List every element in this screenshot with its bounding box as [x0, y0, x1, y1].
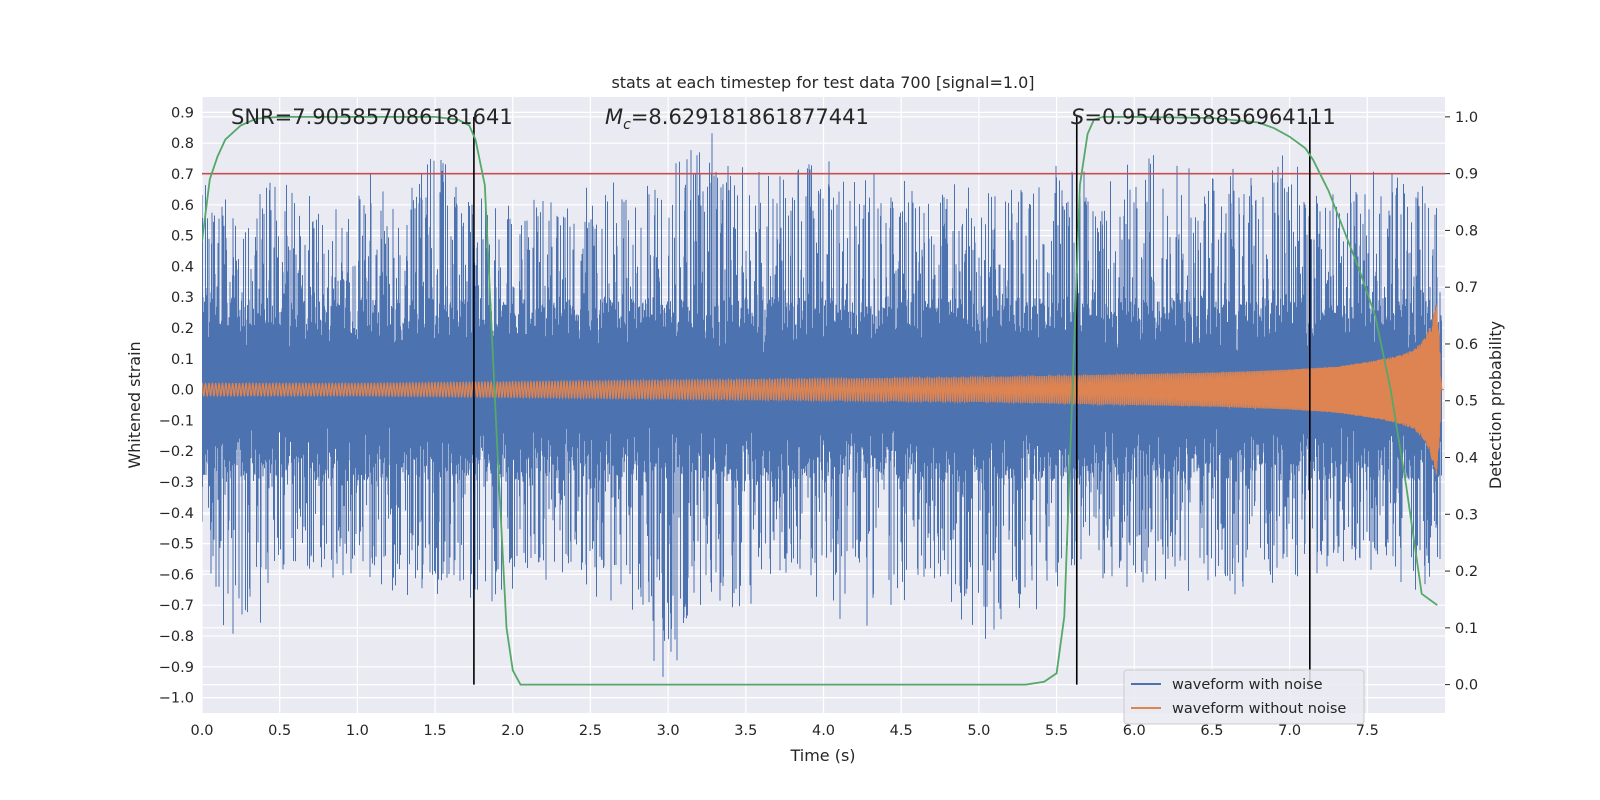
- x-tick-label: 2.5: [579, 723, 602, 739]
- y-axis-label-right: Detection probability: [1486, 321, 1505, 489]
- clean-waveform: [202, 305, 1445, 475]
- y-tick-label-left: −0.9: [159, 660, 194, 676]
- y-ticks-right: 0.0 0.1 0.2 0.3 0.4 0.5 0.6 0.7 0.8 0.9 1.0: [1445, 110, 1478, 694]
- score-symbol: S: [1071, 105, 1084, 129]
- chirp-mass-subscript: c: [623, 117, 631, 133]
- x-tick-label: 7.0: [1278, 723, 1301, 739]
- y-tick-label-left: −0.8: [159, 629, 194, 645]
- legend: waveform with noise waveform without noi…: [1123, 669, 1365, 725]
- y-tick-label-left: 0.8: [171, 136, 194, 152]
- probability-curve: [202, 116, 1438, 686]
- clean-waveform-trace: [202, 305, 1445, 475]
- x-tick-label: 1.0: [346, 723, 369, 739]
- x-tick-label: 3.5: [734, 723, 757, 739]
- y-tick-label-right: 0.1: [1455, 621, 1478, 637]
- x-axis-label: Time (s): [789, 746, 855, 765]
- y-tick-label-right: 0.8: [1455, 223, 1478, 239]
- legend-box: [1123, 669, 1365, 725]
- y-tick-label-right: 0.2: [1455, 564, 1478, 580]
- y-tick-label-left: 0.0: [171, 383, 194, 399]
- y-tick-label-left: −0.3: [159, 475, 194, 491]
- x-tick-label: 3.0: [657, 723, 680, 739]
- y-tick-label-left: −0.7: [159, 598, 194, 614]
- y-tick-label-right: 0.0: [1455, 678, 1478, 694]
- legend-label-clean: waveform without noise: [1172, 701, 1346, 717]
- chirp-mass-annotation: Mc=8.629181861877441: [605, 105, 869, 133]
- y-tick-label-left: −0.4: [159, 506, 194, 522]
- y-tick-label-left: 0.5: [171, 229, 194, 245]
- probability-curve-line: [202, 116, 1438, 686]
- score-value: =0.9546558856964111: [1084, 105, 1335, 129]
- y-ticks-left: −1.0 −0.9 −0.8 −0.7 −0.6 −0.5 −0.4 −0.3 −0.2 −0.1…: [159, 105, 194, 706]
- x-tick-label: 4.5: [890, 723, 913, 739]
- y-tick-label-right: 0.9: [1455, 167, 1478, 183]
- y-tick-label-left: 0.9: [171, 105, 194, 121]
- y-tick-label-left: 0.4: [171, 259, 194, 275]
- y-tick-label-left: −0.5: [159, 537, 194, 553]
- y-tick-label-left: 0.6: [171, 198, 194, 214]
- score-annotation: S=0.9546558856964111: [1071, 105, 1336, 129]
- y-tick-label-left: −1.0: [159, 691, 194, 707]
- x-tick-label: 7.5: [1356, 723, 1379, 739]
- y-tick-label-right: 0.3: [1455, 507, 1478, 523]
- vertical-markers: [473, 116, 1311, 685]
- y-tick-label-right: 0.4: [1455, 451, 1478, 467]
- chart-title: stats at each timestep for test data 700…: [611, 73, 1034, 92]
- y-tick-label-left: 0.2: [171, 321, 194, 337]
- y-tick-label-left: −0.1: [159, 413, 194, 429]
- y-tick-label-right: 1.0: [1455, 110, 1478, 126]
- y-tick-label-left: −0.2: [159, 444, 194, 460]
- chirp-mass-symbol: M: [605, 105, 623, 129]
- x-tick-label: 1.5: [424, 723, 447, 739]
- x-tick-label: 6.0: [1123, 723, 1146, 739]
- y-tick-label-right: 0.6: [1455, 337, 1478, 353]
- y-tick-label-left: 0.3: [171, 290, 194, 306]
- x-tick-label: 0.5: [268, 723, 291, 739]
- y-tick-label-left: −0.6: [159, 567, 194, 583]
- chirp-mass-value: =8.629181861877441: [631, 105, 869, 129]
- x-tick-label: 5.5: [1045, 723, 1068, 739]
- x-tick-label: 4.0: [812, 723, 835, 739]
- legend-label-noise: waveform with noise: [1172, 677, 1323, 693]
- y-axis-label-left: Whitened strain: [125, 341, 144, 468]
- x-tick-label: 0.0: [190, 723, 213, 739]
- x-tick-label: 5.0: [967, 723, 990, 739]
- x-tick-label: 6.5: [1200, 723, 1223, 739]
- y-tick-label-left: 0.1: [171, 352, 194, 368]
- y-tick-label-right: 0.5: [1455, 394, 1478, 410]
- x-ticks: 0.0 0.5 1.0 1.5 2.0 2.5 3.0 3.5 4.0 4.5 5.0 5.5 6.0 6…: [190, 723, 1378, 739]
- y-tick-label-left: 0.7: [171, 167, 194, 183]
- y-tick-label-right: 0.7: [1455, 280, 1478, 296]
- snr-annotation: SNR=7.905857086181641: [231, 105, 513, 129]
- x-tick-label: 2.0: [501, 723, 524, 739]
